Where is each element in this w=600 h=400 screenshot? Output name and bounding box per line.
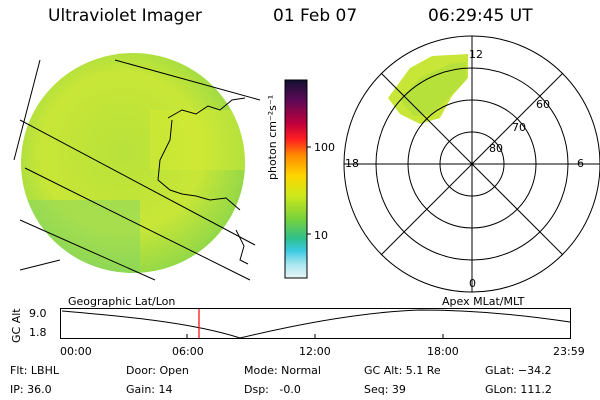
info-gain: Gain: 14: [126, 383, 173, 396]
mlt-label-12: 12: [469, 48, 483, 61]
colorbar-tick-10: 10: [314, 229, 328, 242]
instrument-title: Ultraviolet Imager: [48, 6, 202, 26]
x-tick-1200: 12:00: [299, 345, 331, 358]
apex-caption: Apex MLat/MLT: [442, 295, 525, 308]
colorbar-unit-label: photon cm⁻²s⁻¹: [266, 94, 279, 180]
info-glat: GLat: −34.2: [485, 364, 552, 377]
mlt-label-0: 0: [469, 277, 476, 290]
geographic-image: [13, 53, 261, 281]
altitude-tick-9: 9.0: [29, 307, 47, 320]
info-dsp: Dsp: -0.0: [244, 383, 301, 396]
x-tick-0600: 06:00: [172, 345, 204, 358]
info-mode: Mode: Normal: [244, 364, 321, 377]
polar-plot: [343, 35, 600, 293]
earth-disk: [21, 53, 245, 273]
info-flt: Flt: LBHL: [10, 364, 59, 377]
latlon-grid: [13, 59, 261, 281]
colorbar-tick-100: 100: [314, 141, 335, 154]
x-tick-2359: 23:59: [553, 345, 585, 358]
date-label: 01 Feb 07: [273, 6, 358, 26]
info-door: Door: Open: [126, 364, 189, 377]
info-glon: GLon: 111.2: [485, 383, 552, 396]
lat-label-80: 80: [489, 142, 503, 155]
altitude-tick-1-8: 1.8: [29, 326, 47, 339]
coastline: [157, 97, 249, 265]
info-gc-alt: GC Alt: 5.1 Re: [364, 364, 441, 377]
x-tick-0000: 00:00: [60, 345, 92, 358]
lat-label-70: 70: [512, 121, 526, 134]
geographic-caption: Geographic Lat/Lon: [68, 295, 176, 308]
altitude-plot: [60, 308, 571, 339]
x-tick-1800: 18:00: [427, 345, 459, 358]
info-ip: IP: 36.0: [10, 383, 52, 396]
time-label: 06:29:45 UT: [428, 6, 533, 26]
lat-label-60: 60: [536, 98, 550, 111]
altitude-axis-title: GC Alt: [10, 308, 23, 343]
altitude-curve: [61, 309, 571, 339]
mlt-label-6: 6: [577, 157, 584, 170]
mlt-label-18: 18: [345, 157, 359, 170]
info-seq: Seq: 39: [364, 383, 406, 396]
colorbar: [284, 79, 311, 279]
